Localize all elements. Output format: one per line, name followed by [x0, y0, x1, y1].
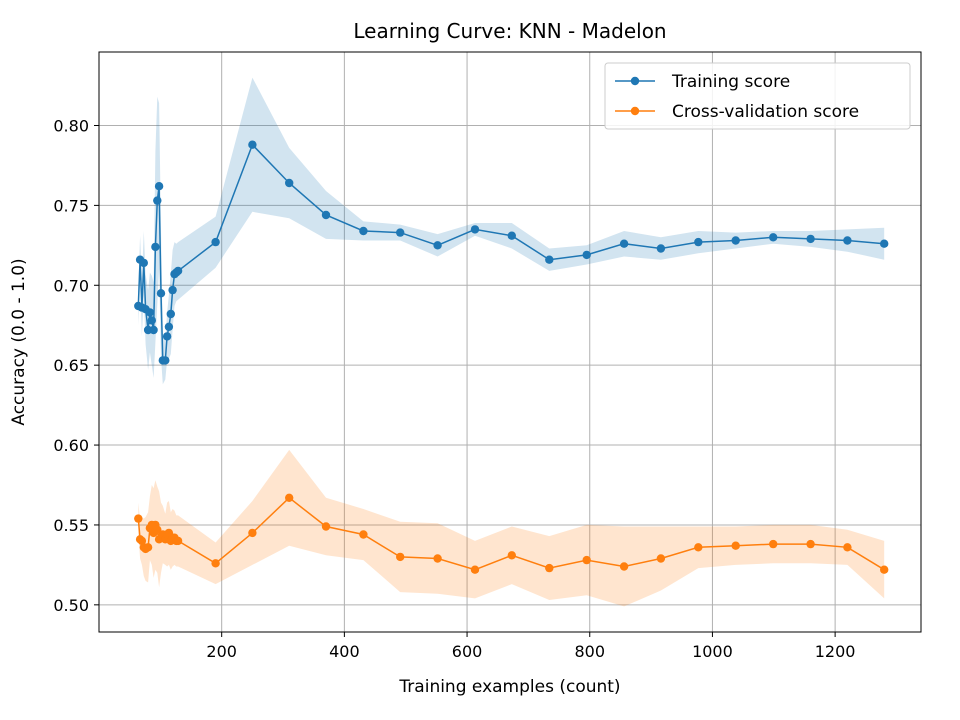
series-0-point [156, 289, 166, 298]
series-0-point [656, 244, 666, 253]
series-1-std-band [138, 449, 885, 607]
series-0-point [880, 239, 889, 248]
y-tick-label: 0.80 [53, 116, 89, 135]
series-1-point [880, 565, 889, 574]
series-0-point [145, 308, 155, 317]
series-1-point [582, 555, 591, 565]
y-tick-label: 0.65 [53, 356, 89, 375]
series-1-point [134, 514, 143, 523]
series-0-point [433, 241, 442, 250]
legend-label-0: Training score [671, 72, 790, 92]
legend: Training score Cross-validation score [604, 62, 911, 130]
series-0-point [166, 309, 175, 319]
y-tick-label: 0.60 [53, 436, 89, 455]
series-1-point [619, 562, 629, 571]
series-1-point [359, 530, 368, 539]
series-1-point [396, 552, 405, 562]
y-axis-title: Accuracy (0.0 - 1.0) [9, 258, 29, 425]
series-0-point [154, 182, 164, 191]
series-1-point [137, 536, 147, 546]
legend-label-1: Cross-validation score [672, 102, 859, 122]
series-0-point [507, 231, 516, 240]
legend-box [604, 62, 911, 130]
series-0-point [619, 239, 629, 248]
series-1-point [470, 565, 480, 574]
plot-frame [98, 51, 922, 633]
series-0-point [582, 250, 591, 260]
x-tick-label: 1200 [815, 642, 856, 661]
series-0-point [149, 325, 158, 335]
x-axis-title: Training examples (count) [398, 677, 620, 697]
x-tick-label: 200 [206, 642, 237, 661]
y-tick-label: 0.55 [53, 516, 89, 535]
series-0-point [147, 316, 156, 325]
legend-swatch-marker-0 [630, 76, 640, 86]
x-tick-label: 600 [452, 642, 483, 661]
series-0-point [470, 225, 480, 234]
series-0-point [843, 236, 852, 245]
series-0-point [321, 210, 331, 220]
series-0-point [769, 233, 778, 242]
series-0-point [731, 236, 740, 245]
series-0-point [153, 196, 162, 205]
series-lines [134, 140, 889, 574]
series-1-point [211, 559, 220, 568]
series-1-point [143, 543, 153, 552]
series-0-point [164, 322, 174, 331]
series-1-point [656, 554, 666, 563]
series-1-point [843, 543, 852, 552]
series-1-point [433, 554, 442, 563]
x-tick-label: 800 [574, 642, 605, 661]
series-0-point [161, 356, 170, 365]
x-tick-label: 1000 [692, 642, 733, 661]
series-1-point [545, 563, 554, 573]
series-0-point [285, 178, 294, 188]
std-bands [138, 77, 885, 607]
series-0-point [545, 255, 554, 264]
series-1-point [153, 525, 162, 534]
y-tick-label: 0.70 [53, 276, 89, 295]
series-1-point [507, 551, 516, 560]
series-0-point [168, 285, 177, 295]
grid [99, 52, 921, 632]
series-0-point [173, 266, 183, 276]
series-1-point [285, 493, 294, 502]
series-1-point [769, 539, 778, 549]
series-0-point [359, 226, 368, 236]
series-0-point [694, 237, 703, 247]
y-tick-label: 0.50 [53, 596, 89, 615]
series-0-point [396, 228, 405, 237]
series-1-point [694, 543, 703, 552]
y-tick-label: 0.75 [53, 196, 89, 215]
series-0-point [248, 140, 257, 149]
series-0-point [806, 234, 815, 244]
series-0-std-band [138, 77, 885, 385]
x-tick-label: 400 [329, 642, 360, 661]
series-1-point [806, 539, 815, 549]
series-0-point [211, 237, 220, 247]
series-1-point [248, 528, 257, 538]
series-0-point [151, 242, 160, 252]
axes: 200 400 600 800 1000 1200 0.50 0.55 0.60 0.65 0.70… [53, 51, 922, 661]
chart-title: Learning Curve: KNN - Madelon [353, 19, 666, 43]
series-1-point [173, 536, 183, 546]
series-1-point [731, 541, 740, 550]
series-0-point [139, 258, 148, 268]
series-1-point [321, 522, 331, 531]
legend-swatch-marker-1 [630, 106, 640, 116]
series-0-point [162, 332, 172, 341]
